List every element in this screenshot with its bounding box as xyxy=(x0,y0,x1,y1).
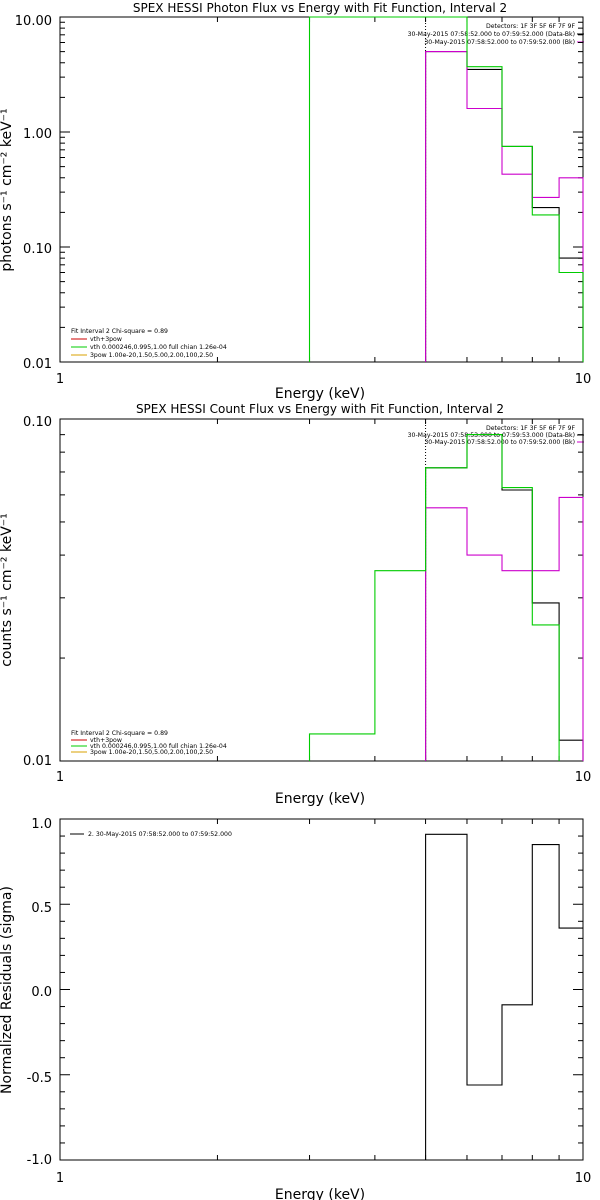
panel2-legend-bottom: vth+3pow xyxy=(90,737,122,744)
plot-frame-2 xyxy=(59,418,584,762)
panel3-xtick: 1 xyxy=(56,1171,64,1186)
panel1-legend-top: 30-May-2015 07:58:52.000 to 07:59:52.000… xyxy=(408,31,575,38)
series-bk xyxy=(425,496,584,761)
panel2-legend-top: Detectors: 1F 3F 5F 6F 7F 9F xyxy=(486,425,575,432)
panel3-ytick: 0.0 xyxy=(31,985,52,1000)
panel1-legend-bottom: vth+3pow xyxy=(90,336,122,343)
panel2-legend-bottom: 3pow 1.00e-20,1.50,5.00,2.00,100,2.50 xyxy=(90,749,213,756)
panel3-ytick: 0.5 xyxy=(31,901,52,916)
panel-photon-flux: SPEX HESSI Photon Flux vs Energy with Fi… xyxy=(0,1,591,402)
panel2-xtick: 10 xyxy=(575,770,592,785)
panel3-ytick: 1.0 xyxy=(31,817,52,832)
panel1-xtick: 1 xyxy=(56,372,64,387)
panel1-ytick: 0.10 xyxy=(23,242,52,257)
panel2-legend-top: 30-May-2015 07:58:52.000 to 07:59:52.000… xyxy=(424,439,575,446)
panel3-ylabel: Normalized Residuals (sigma) xyxy=(0,886,15,1094)
panel3-ytick: -0.5 xyxy=(27,1071,52,1086)
panel2-ylabel: counts s⁻¹ cm⁻² keV⁻¹ xyxy=(0,513,15,667)
panel1-legend-bottom: Fit Interval 2 Chi-square = 0.89 xyxy=(71,328,168,335)
panel1-legend-top: 30-May-2015 07:58:52.000 to 07:59:52.000… xyxy=(424,39,575,46)
panel2-legend-bottom: Fit Interval 2 Chi-square = 0.89 xyxy=(71,730,168,737)
series-2-30-may-2015-07-58-52-000-to-07-59-52-000 xyxy=(425,833,583,1160)
panel2-legend-top: 30-May-2015 07:58:53.000 to 07:59:53.000… xyxy=(408,432,575,439)
panel1-xlabel: Energy (keV) xyxy=(275,386,365,402)
panel2-title: SPEX HESSI Count Flux vs Energy with Fit… xyxy=(136,402,504,416)
panel2-ytick: 0.10 xyxy=(23,415,52,430)
panel2-legend-bottom: vth 0.000246,0.995,1.00 full chian 1.26e… xyxy=(90,743,227,750)
panel3-xlabel: Energy (keV) xyxy=(275,1187,365,1200)
plot-frame-3 xyxy=(59,818,584,1161)
plot-marks xyxy=(59,16,584,1161)
panel-residuals: Energy (keV) Normalized Residuals (sigma… xyxy=(0,817,591,1200)
panel2-ytick: 0.01 xyxy=(23,754,52,769)
panel3-legend: 2. 30-May-2015 07:58:52.000 to 07:59:52.… xyxy=(88,831,232,838)
series-vth-3pow xyxy=(308,16,584,362)
panel3-xtick: 10 xyxy=(575,1171,592,1186)
panel-count-flux: SPEX HESSI Count Flux vs Energy with Fit… xyxy=(0,402,591,807)
panel1-xtick: 10 xyxy=(575,372,592,387)
series-data-bk xyxy=(425,51,584,362)
panel3-ytick: -1.0 xyxy=(27,1153,52,1168)
panel2-xtick: 1 xyxy=(56,770,64,785)
plot-frame-1 xyxy=(59,16,584,363)
series-vth-3pow xyxy=(308,434,560,761)
panel1-ylabel: photons s⁻¹ cm⁻² keV⁻¹ xyxy=(0,108,15,271)
panel1-legend-top: Detectors: 1F 3F 5F 6F 7F 9F xyxy=(486,23,575,30)
panel2-xlabel: Energy (keV) xyxy=(275,791,365,807)
panel1-legend-bottom: 3pow 1.00e-20,1.50,5.00,2.00,100,2.50 xyxy=(90,352,213,359)
panel1-title: SPEX HESSI Photon Flux vs Energy with Fi… xyxy=(133,1,507,15)
panel1-ytick: 0.01 xyxy=(23,357,52,372)
panel1-legend-bottom: vth 0.000246,0.995,1.00 full chian 1.26e… xyxy=(90,344,227,351)
series-bk xyxy=(425,51,584,362)
panel1-ytick: 1.00 xyxy=(23,127,52,142)
panel1-ytick: 10.00 xyxy=(15,14,52,29)
